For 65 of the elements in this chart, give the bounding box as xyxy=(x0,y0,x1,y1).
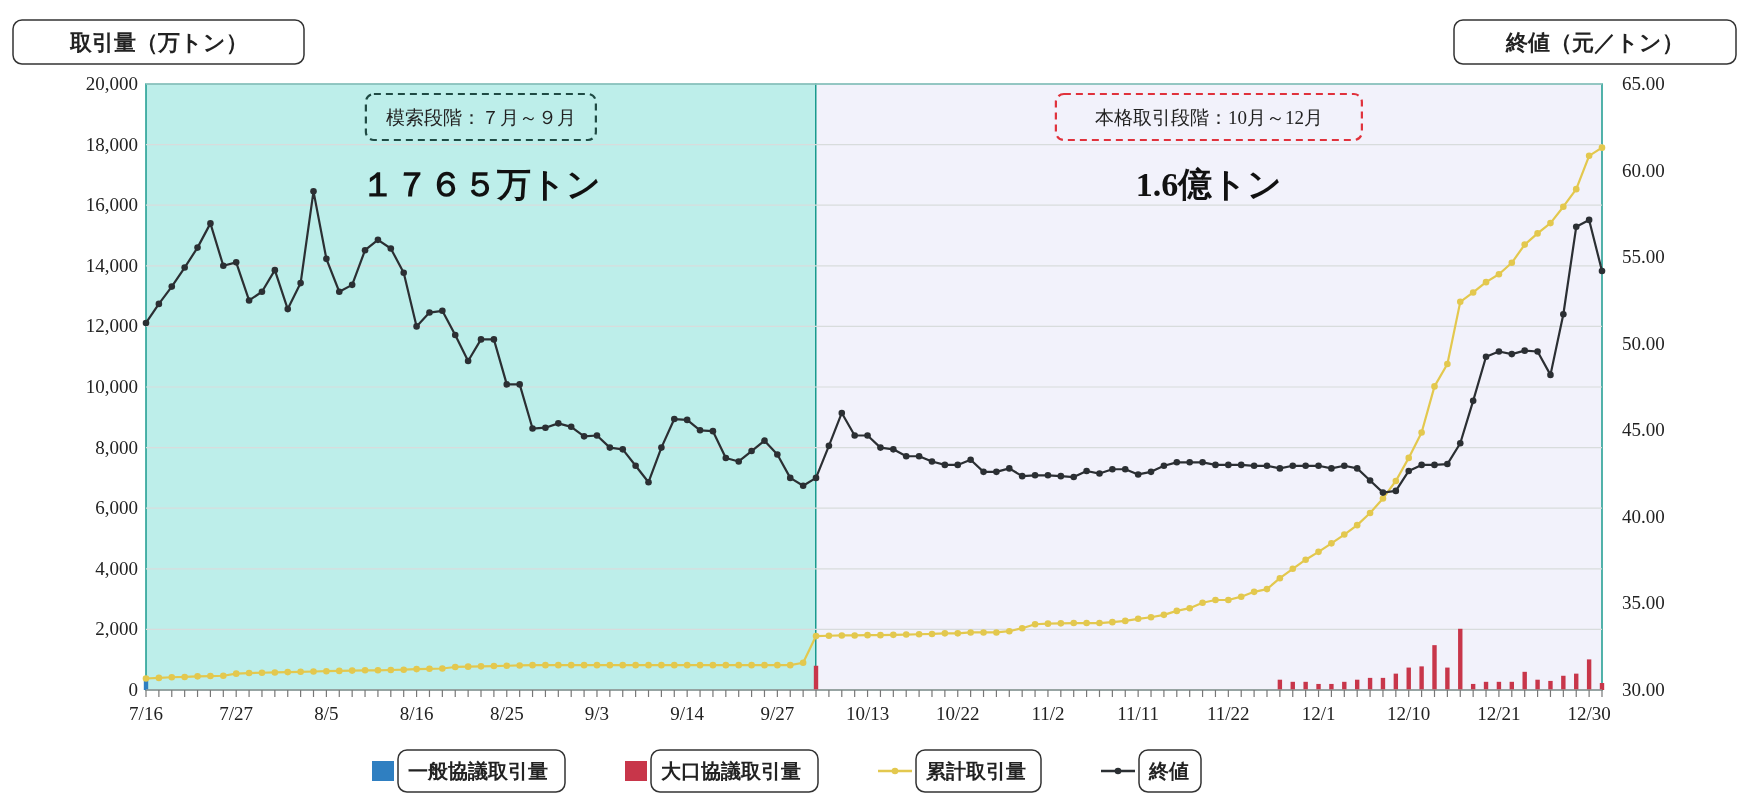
y-tick-label: 14,000 xyxy=(85,254,138,276)
y-tick-label: 20,000 xyxy=(85,73,138,94)
x-tick-label: 11/2 xyxy=(1031,703,1065,724)
x-tick-label: 8/5 xyxy=(314,703,339,724)
legend-label: 累計取引量 xyxy=(925,760,1026,782)
annotation: 本格取引段階：10月～12月 xyxy=(1094,107,1323,128)
x-tick-label: 12/30 xyxy=(1567,703,1611,724)
y2-tick-label: 35.00 xyxy=(1622,592,1665,614)
annotation: １７６５万トン xyxy=(360,166,601,203)
legend-item: 累計取引量 xyxy=(878,749,1042,793)
y-tick-label: 4,000 xyxy=(95,557,138,579)
x-tick-label: 10/22 xyxy=(936,703,980,724)
bar xyxy=(1535,679,1540,690)
axis-title: 取引量（万トン） xyxy=(12,19,305,65)
y2-tick-label: 65.00 xyxy=(1622,73,1665,94)
x-tick-label: 12/1 xyxy=(1301,703,1336,724)
y-tick-label: 2,000 xyxy=(95,618,138,640)
y-axis-title: 取引量（万トン） xyxy=(68,30,248,55)
legend-item: 一般協議取引量 xyxy=(372,749,566,793)
annotation: 模索段階：７月～９月 xyxy=(385,107,576,128)
bar xyxy=(1432,645,1437,690)
legend-item: 終値 xyxy=(1101,749,1202,793)
x-tick-label: 12/10 xyxy=(1387,703,1431,724)
axis-title: 終値（元／トン） xyxy=(1453,19,1737,65)
y-tick-label: 6,000 xyxy=(95,497,138,519)
bar xyxy=(1522,671,1527,690)
y2-tick-label: 50.00 xyxy=(1622,332,1665,354)
bar xyxy=(1303,681,1308,690)
y2-tick-label: 45.00 xyxy=(1622,419,1665,441)
x-tick-label: 7/16 xyxy=(129,703,163,724)
y2-axis-title: 終値（元／トン） xyxy=(1505,30,1684,55)
legend-label: 大口協議取引量 xyxy=(661,760,801,782)
x-tick-label: 7/27 xyxy=(219,703,254,724)
y-tick-label: 12,000 xyxy=(85,315,138,337)
x-tick-label: 9/27 xyxy=(760,703,795,724)
x-tick-label: 12/21 xyxy=(1477,703,1521,724)
legend-label: 一般協議取引量 xyxy=(408,760,548,782)
x-tick-label: 10/13 xyxy=(845,703,890,724)
x-tick-label: 9/3 xyxy=(584,703,610,724)
x-tick-label: 9/14 xyxy=(670,703,705,724)
y-tick-label: 8,000 xyxy=(95,436,138,458)
bar xyxy=(1316,683,1321,690)
bar xyxy=(1561,675,1566,690)
y2-tick-label: 60.00 xyxy=(1622,159,1665,181)
bar xyxy=(1329,683,1334,690)
y-tick-label: 18,000 xyxy=(85,133,138,155)
y2-tick-label: 30.00 xyxy=(1622,679,1665,700)
phase-label: 本格取引段階：10月～12月 xyxy=(1054,92,1363,142)
x-tick-label: 11/11 xyxy=(1117,703,1160,724)
legend-item: 大口協議取引量 xyxy=(625,749,819,793)
x-tick-label: 8/25 xyxy=(489,703,524,724)
bar xyxy=(1548,680,1553,690)
legend-label: 終値 xyxy=(1148,760,1189,782)
y2-tick-label: 40.00 xyxy=(1622,505,1665,527)
y-tick-label: 10,000 xyxy=(85,376,138,397)
y-tick-label: 16,000 xyxy=(85,194,138,216)
annotation: 1.6億トン xyxy=(1135,166,1283,203)
x-tick-label: 11/22 xyxy=(1207,703,1250,724)
bar xyxy=(1342,681,1347,690)
x-tick-label: 8/16 xyxy=(399,703,434,724)
y2-tick-label: 55.00 xyxy=(1622,246,1665,268)
y-tick-label: 0 xyxy=(128,679,138,700)
bar xyxy=(1419,666,1424,690)
phase-label: 模索段階：７月～９月 xyxy=(364,92,597,142)
bar xyxy=(1445,667,1450,690)
